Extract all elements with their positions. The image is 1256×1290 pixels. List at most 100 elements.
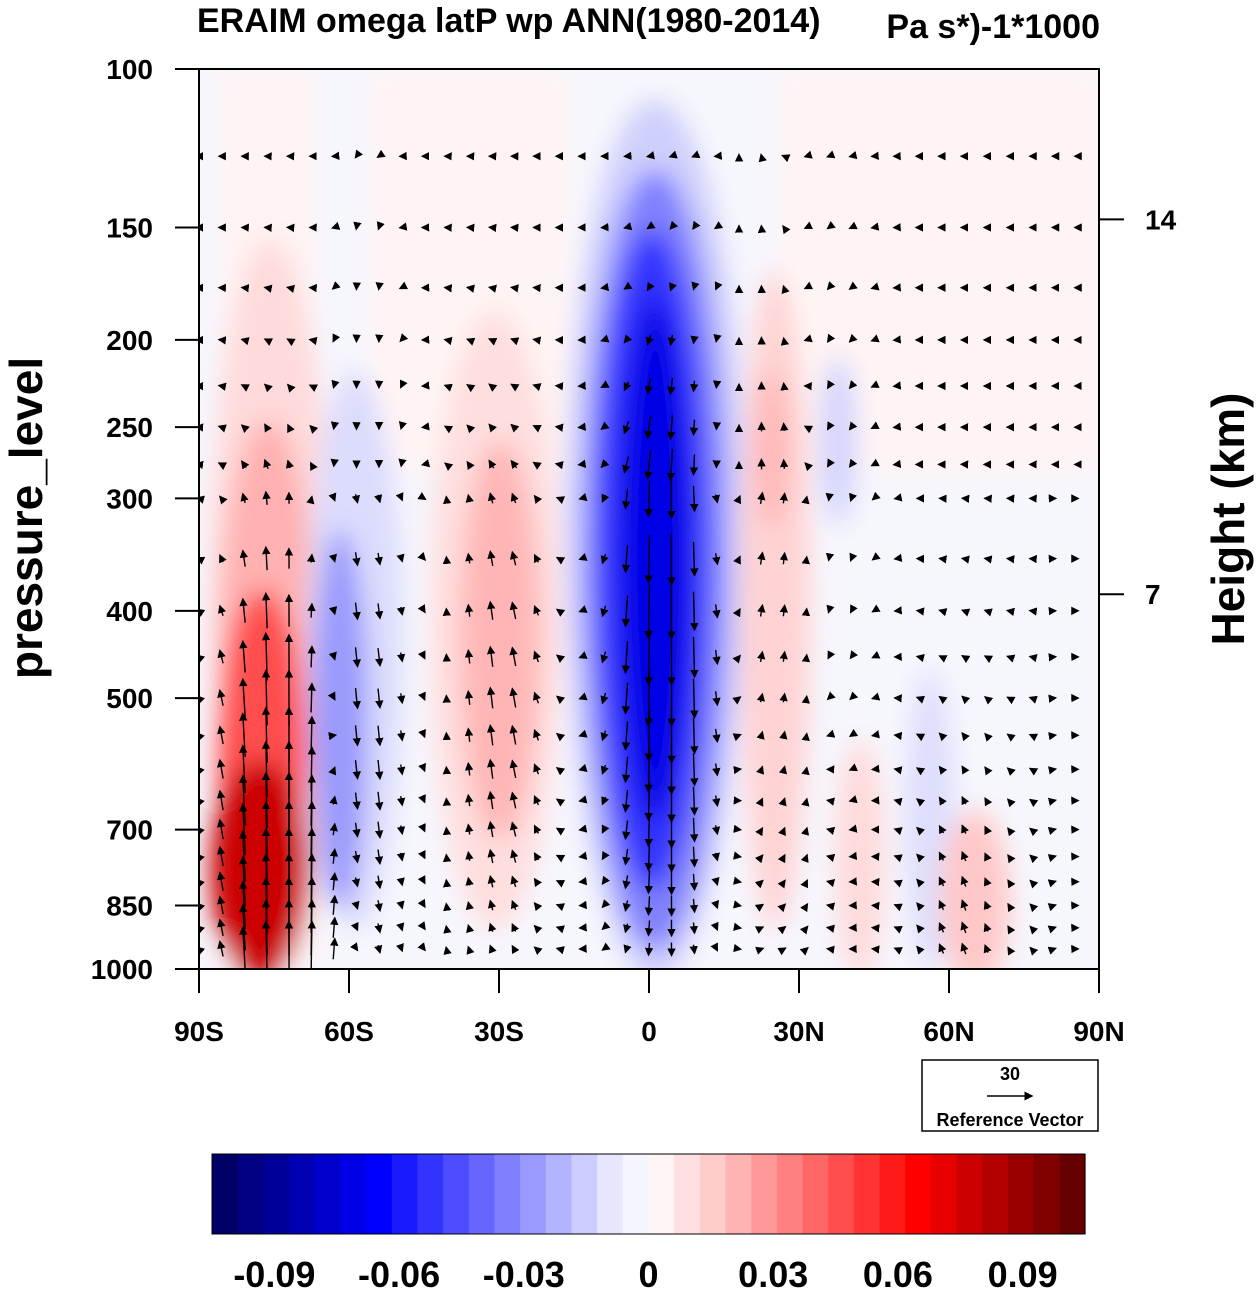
wind-vector: [800, 853, 809, 863]
wind-vector: [329, 822, 338, 836]
wind-vector: [555, 903, 566, 912]
wind-vector: [375, 648, 384, 668]
wind-vector: [644, 710, 653, 762]
colorbar-swatch: [699, 1154, 727, 1234]
wind-vector: [780, 458, 789, 469]
wind-vector: [893, 766, 903, 775]
wind-vector: [755, 797, 764, 807]
wind-vector: [826, 150, 836, 159]
arrow-field: [199, 149, 1082, 969]
wind-vector: [330, 894, 339, 915]
wind-vector: [418, 691, 426, 701]
wind-vector: [218, 495, 228, 505]
wind-vector: [644, 416, 653, 440]
wind-vector: [938, 922, 947, 933]
wind-vector: [754, 903, 765, 912]
wind-vector: [779, 551, 788, 565]
wind-vector: [352, 647, 361, 668]
colorbar-label: 0.06: [863, 1254, 933, 1290]
wind-vector: [465, 901, 474, 911]
wind-vector: [756, 765, 765, 775]
wind-vector: [961, 731, 970, 742]
wind-vector: [352, 792, 361, 811]
wind-vector: [555, 732, 566, 742]
wind-vector: [199, 556, 206, 565]
wind-vector: [600, 605, 609, 618]
wind-vector: [644, 480, 653, 518]
wind-vector: [310, 461, 318, 472]
wind-vector: [601, 850, 610, 861]
y2-axis-label: Height (km): [1202, 393, 1254, 646]
wind-vector: [352, 725, 361, 747]
colorbar-swatch: [520, 1154, 547, 1234]
wind-vector: [733, 494, 742, 505]
colorbar-label: -0.03: [483, 1254, 565, 1290]
wind-vector: [712, 763, 721, 777]
wind-vector: [417, 942, 426, 952]
y-tick-label: 850: [106, 890, 153, 921]
wind-vector: [264, 423, 273, 433]
wind-vector: [711, 852, 720, 862]
wind-vector: [578, 795, 588, 804]
x-tick-label: 30N: [773, 1016, 824, 1047]
wind-vector: [287, 423, 295, 434]
wind-vector: [623, 381, 632, 392]
wind-vector: [711, 494, 720, 504]
wind-vector: [870, 222, 880, 231]
wind-vector: [779, 650, 788, 662]
wind-vector: [466, 923, 475, 934]
wind-vector: [533, 763, 542, 775]
wind-vector: [262, 545, 271, 571]
wind-vector: [600, 730, 609, 742]
wind-vector: [217, 689, 226, 706]
wind-vector: [778, 765, 788, 775]
wind-vector: [352, 602, 361, 621]
wind-vector: [532, 424, 542, 433]
wind-vector: [712, 795, 721, 808]
wind-vector: [938, 824, 947, 835]
wind-vector: [644, 813, 653, 848]
wind-vector: [621, 756, 631, 784]
wind-vector: [555, 556, 566, 565]
wind-vector: [532, 461, 542, 470]
wind-vector: [465, 493, 474, 503]
wind-vector: [623, 923, 632, 934]
wind-vector: [825, 797, 835, 806]
plot-area: [199, 69, 1099, 969]
wind-vector: [418, 794, 426, 804]
wind-vector: [778, 826, 786, 837]
wind-vector: [870, 692, 881, 701]
wind-vector: [375, 759, 384, 781]
wind-vector: [217, 424, 227, 433]
wind-vector: [870, 421, 880, 429]
wind-vector: [1028, 653, 1038, 663]
wind-vector: [330, 421, 340, 431]
colorbar-swatch: [1033, 1154, 1060, 1234]
wind-vector: [332, 333, 341, 343]
wind-vector: [1006, 798, 1016, 808]
wind-vector: [892, 335, 902, 344]
wind-vector: [644, 449, 653, 481]
wind-vector: [711, 825, 721, 836]
wind-vector: [488, 383, 498, 392]
wind-vector: [711, 876, 720, 887]
wind-vector: [893, 553, 903, 563]
wind-vector: [509, 646, 518, 667]
wind-vector: [1029, 903, 1039, 913]
wind-vector: [396, 606, 405, 616]
wind-vector: [1047, 797, 1058, 806]
wind-vector: [801, 797, 810, 807]
wind-vector: [578, 729, 588, 738]
wind-vector: [216, 758, 226, 779]
wind-vector: [777, 903, 787, 913]
wind-vector: [1007, 946, 1016, 956]
wind-vector: [328, 766, 337, 776]
y2-axis: 14 7: [1099, 204, 1177, 610]
wind-vector: [1028, 767, 1039, 776]
red-cell-40n: [835, 740, 885, 969]
x-axis: 90S 60S 30S 0 30N 60N 90N: [174, 969, 1125, 1047]
wind-vector: [509, 687, 518, 708]
x-tick-label: 30S: [474, 1016, 524, 1047]
wind-vector: [397, 693, 406, 705]
wind-vector: [307, 920, 317, 969]
